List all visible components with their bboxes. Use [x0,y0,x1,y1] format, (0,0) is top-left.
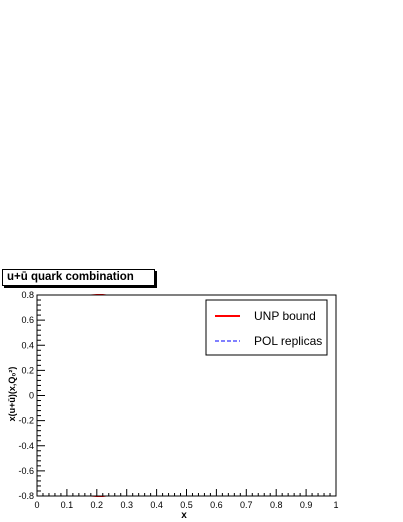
legend-label-pol-replicas: POL replicas [254,334,322,348]
y-tick-label: 0 [29,391,34,401]
y-axis-label: x(u+ū)(x,Q₀²) [7,367,17,422]
legend-label-unp-bound: UNP bound [254,309,316,323]
legend: UNP bound POL replicas [205,299,328,356]
x-tick-label: 0.6 [210,500,223,510]
y-tick-label: -0.4 [18,441,34,451]
x-tick-label: 1 [333,500,338,510]
y-tick-label: 0.8 [21,290,34,300]
y-tick-label: -0.8 [18,491,34,501]
x-tick-label: 0.4 [150,500,163,510]
x-tick-label: 0.8 [270,500,283,510]
x-tick-label: 0 [34,500,39,510]
x-tick-label: 0.5 [180,500,193,510]
y-tick-label: -0.2 [18,416,34,426]
x-tick-label: 0.7 [240,500,253,510]
x-tick-label: 0.1 [61,500,74,510]
y-tick-label: -0.6 [18,466,34,476]
y-tick-label: 0.6 [21,315,34,325]
x-axis-label: x [181,510,187,521]
chart-title: u+ū quark combination [2,269,155,286]
y-tick-label: 0.2 [21,365,34,375]
legend-box [205,299,328,356]
x-tick-label: 0.9 [300,500,313,510]
x-tick-label: 0.3 [120,500,133,510]
y-tick-label: 0.4 [21,340,34,350]
x-tick-label: 0.2 [91,500,104,510]
